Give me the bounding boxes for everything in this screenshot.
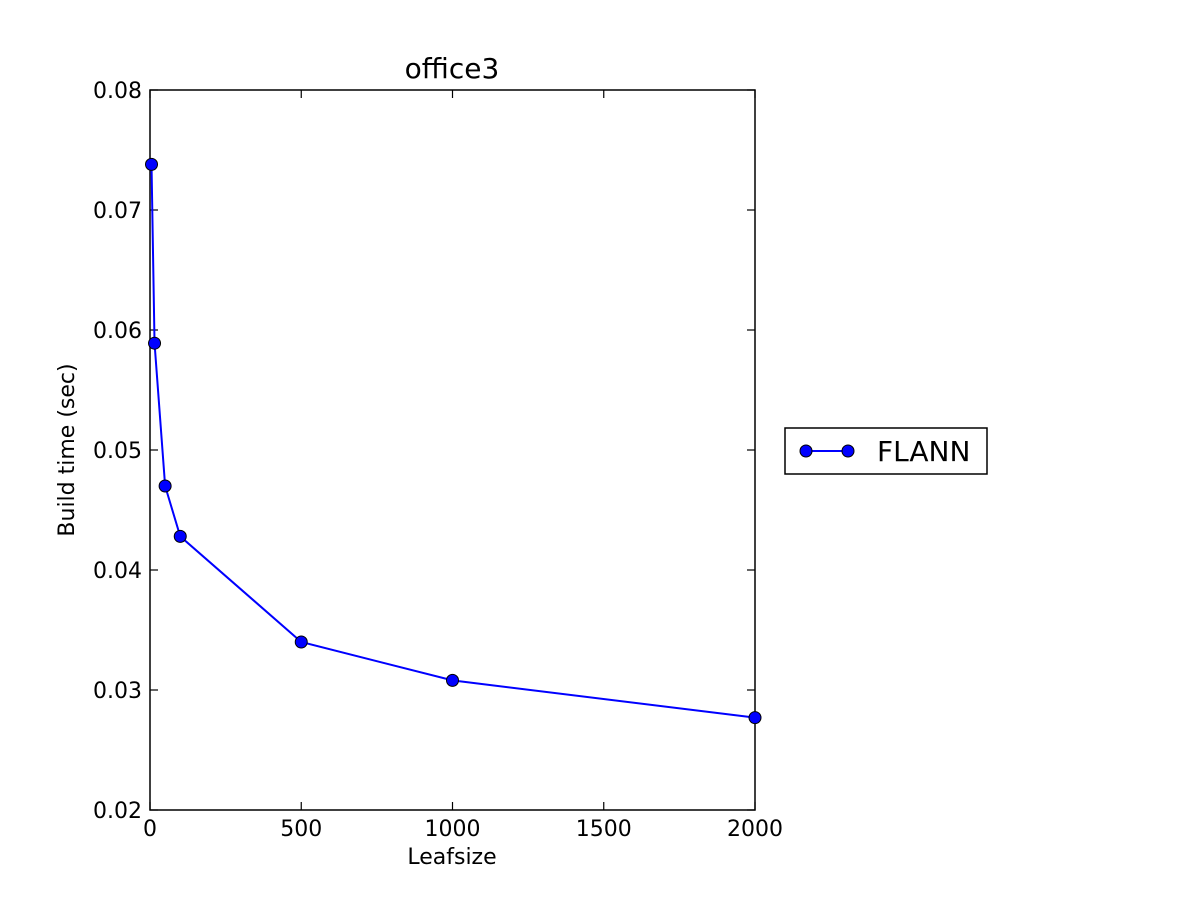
y-tick-label: 0.06 bbox=[93, 319, 142, 344]
y-axis-ticks: 0.02 0.03 0.04 0.05 0.06 0.07 0.08 bbox=[93, 79, 755, 824]
x-tick-label: 1000 bbox=[425, 817, 481, 842]
data-point bbox=[294, 635, 308, 649]
x-tick-label: 0 bbox=[143, 817, 157, 842]
x-axis-label: Leafsize bbox=[407, 845, 496, 870]
chart-title: office3 bbox=[405, 52, 500, 85]
y-tick-label: 0.03 bbox=[93, 679, 142, 704]
data-point bbox=[145, 157, 159, 171]
x-axis-ticks: 0 500 1000 1500 2000 bbox=[143, 90, 783, 842]
legend: FLANN bbox=[784, 427, 988, 475]
y-axis-label: Build time (sec) bbox=[55, 363, 80, 536]
y-tick-label: 0.08 bbox=[93, 79, 142, 104]
data-point bbox=[158, 479, 172, 493]
series-layer bbox=[145, 157, 762, 725]
y-tick-label: 0.04 bbox=[93, 559, 142, 584]
plot-frame bbox=[149, 89, 756, 811]
y-tick-label: 0.05 bbox=[93, 439, 142, 464]
legend-marker-flann bbox=[841, 444, 855, 458]
plot-area: 0 500 1000 1500 2000 0.020.030.040.050.060.0… bbox=[93, 79, 783, 842]
y-tick-label: 0.02 bbox=[93, 799, 142, 824]
x-tick-label: 2000 bbox=[727, 817, 783, 842]
data-point bbox=[148, 336, 162, 350]
data-point bbox=[173, 529, 187, 543]
data-point bbox=[446, 673, 459, 687]
data-point bbox=[748, 711, 762, 725]
legend-marker-flann bbox=[799, 444, 813, 458]
y-tick-label: 0.07 bbox=[93, 199, 142, 224]
x-tick-label: 1500 bbox=[576, 817, 632, 842]
x-tick-label: 500 bbox=[280, 817, 322, 842]
legend-label-flann: FLANN bbox=[877, 435, 970, 468]
